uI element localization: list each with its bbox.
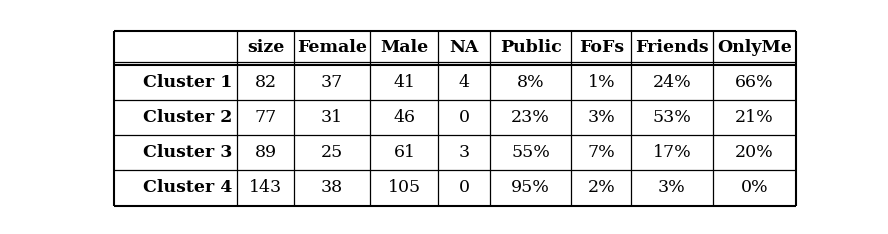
Text: 53%: 53%	[653, 109, 692, 126]
Text: 4: 4	[459, 74, 470, 91]
Text: NA: NA	[449, 39, 479, 55]
Text: Cluster 3: Cluster 3	[143, 144, 232, 161]
Text: 8%: 8%	[517, 74, 544, 91]
Text: 3%: 3%	[588, 109, 615, 126]
Text: 0: 0	[459, 109, 470, 126]
Text: 17%: 17%	[653, 144, 692, 161]
Text: Public: Public	[500, 39, 561, 55]
Text: 61: 61	[393, 144, 416, 161]
Text: 37: 37	[321, 74, 344, 91]
Text: 3%: 3%	[658, 179, 686, 197]
Text: 2%: 2%	[588, 179, 615, 197]
Text: FoFs: FoFs	[579, 39, 624, 55]
Text: 23%: 23%	[511, 109, 551, 126]
Text: Cluster 4: Cluster 4	[143, 179, 232, 197]
Text: 25: 25	[321, 144, 344, 161]
Text: 66%: 66%	[735, 74, 773, 91]
Text: 24%: 24%	[653, 74, 692, 91]
Text: size: size	[247, 39, 284, 55]
Text: 55%: 55%	[511, 144, 551, 161]
Text: 46: 46	[393, 109, 416, 126]
Text: 77: 77	[255, 109, 277, 126]
Text: 31: 31	[321, 109, 343, 126]
Text: 89: 89	[255, 144, 277, 161]
Text: 7%: 7%	[588, 144, 615, 161]
Text: 38: 38	[321, 179, 343, 197]
Text: 21%: 21%	[735, 109, 773, 126]
Text: Cluster 1: Cluster 1	[143, 74, 232, 91]
Text: 3: 3	[459, 144, 470, 161]
Text: Friends: Friends	[635, 39, 709, 55]
Text: 95%: 95%	[511, 179, 551, 197]
Text: Cluster 2: Cluster 2	[143, 109, 232, 126]
Text: 143: 143	[250, 179, 282, 197]
Text: Male: Male	[380, 39, 429, 55]
Text: 0: 0	[459, 179, 470, 197]
Text: 20%: 20%	[735, 144, 773, 161]
Text: 1%: 1%	[588, 74, 615, 91]
Text: 0%: 0%	[741, 179, 768, 197]
Text: 105: 105	[388, 179, 421, 197]
Text: 41: 41	[393, 74, 416, 91]
Text: Female: Female	[297, 39, 367, 55]
Text: OnlyMe: OnlyMe	[717, 39, 792, 55]
Text: 82: 82	[255, 74, 277, 91]
